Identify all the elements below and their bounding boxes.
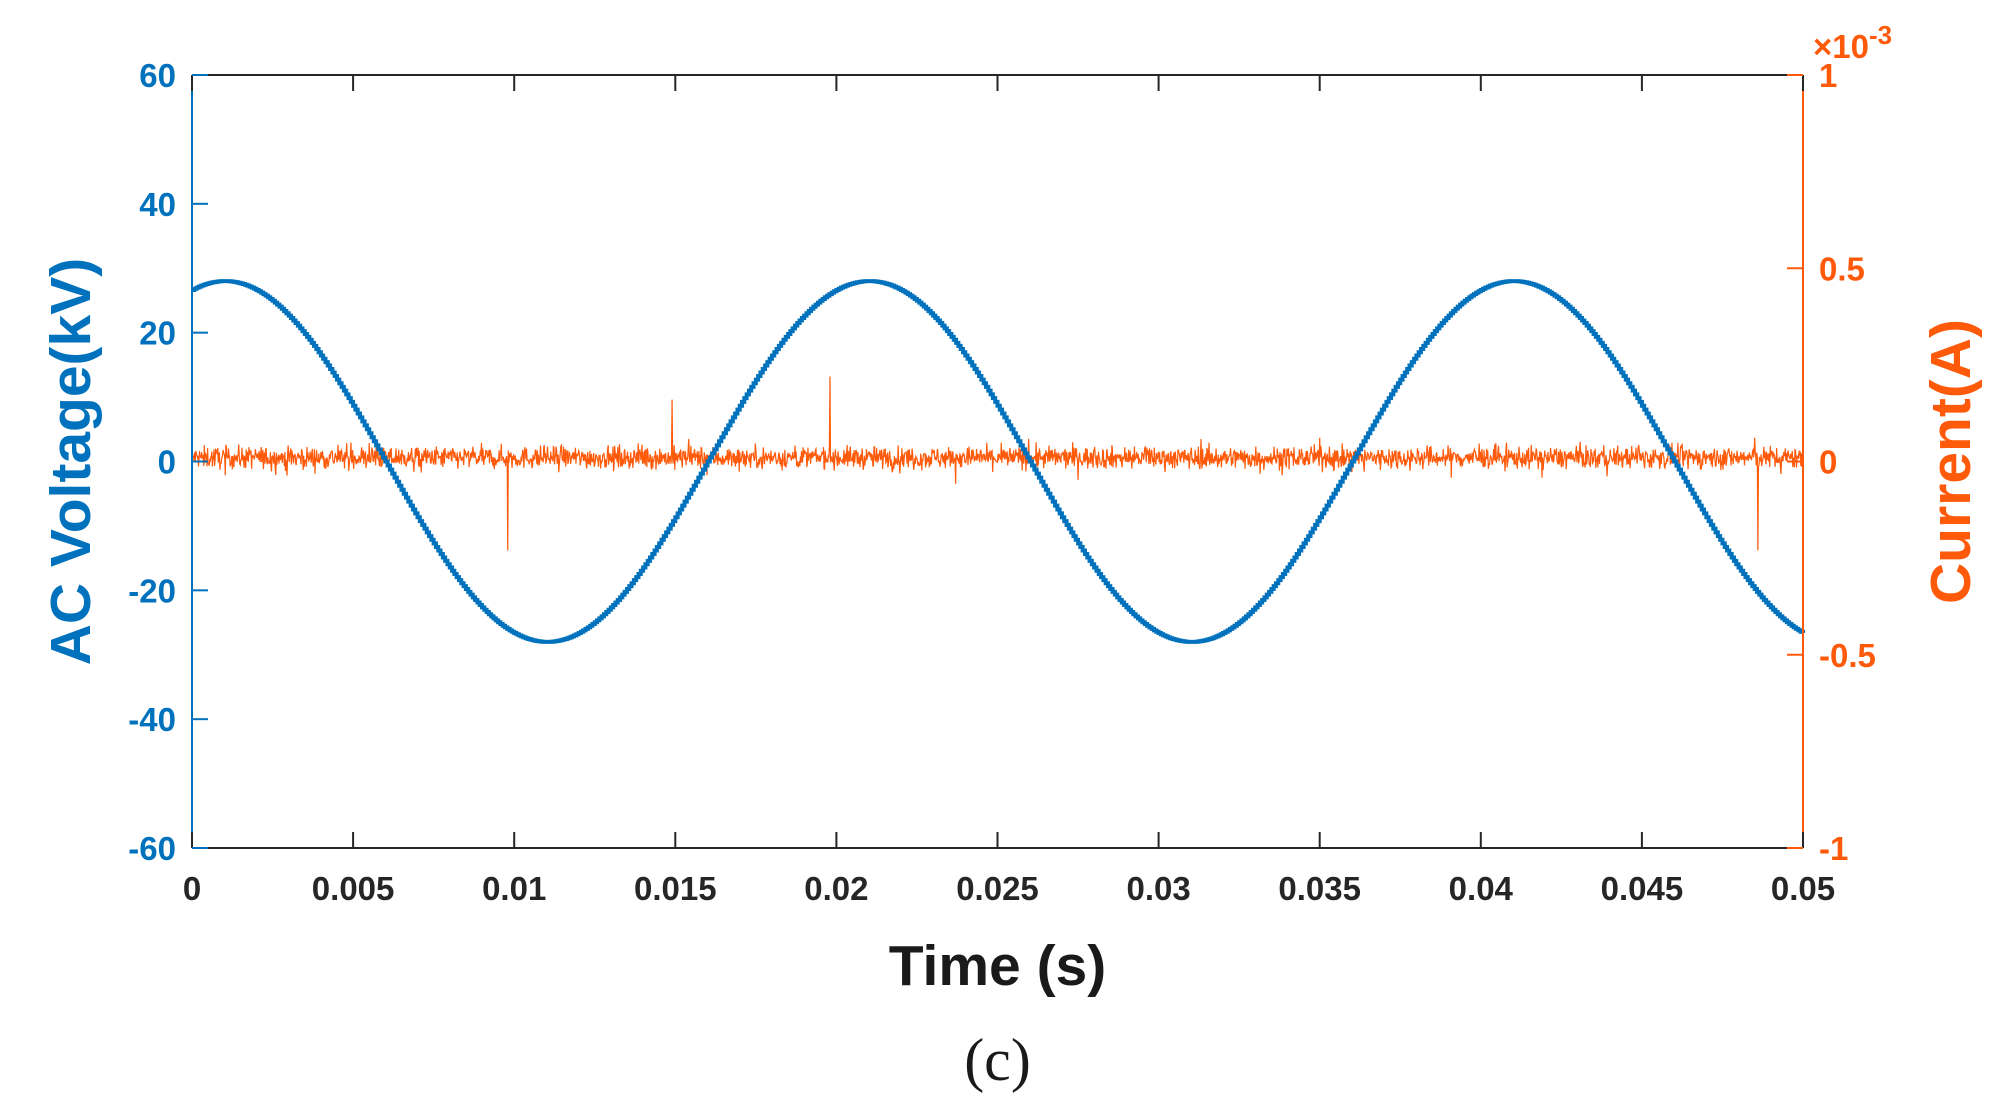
left-y-tick-label: 20 — [139, 315, 176, 352]
x-tick-label: 0.04 — [1449, 870, 1514, 907]
x-axis-title: Time (s) — [889, 934, 1107, 998]
x-tick-label: 0.005 — [312, 870, 395, 907]
x-tick-label: 0.05 — [1771, 870, 1835, 907]
right-y-tick-label: -1 — [1819, 830, 1848, 867]
panel-label: (c) — [964, 1027, 1031, 1093]
x-tick-label: 0.015 — [634, 870, 717, 907]
x-tick-label: 0.045 — [1601, 870, 1684, 907]
x-tick-label: 0.03 — [1126, 870, 1190, 907]
left-y-tick-label: 0 — [158, 444, 176, 481]
right-y-exponent-label: ×10-3 — [1813, 20, 1892, 65]
right-y-tick-label: 0 — [1819, 444, 1837, 481]
left-y-axis-title: AC Voltage(kV) — [39, 258, 103, 666]
left-y-tick-label: 60 — [139, 57, 176, 94]
left-y-tick-label: -60 — [128, 830, 176, 867]
labels-layer: 0 0.005 0.01 0.015 0.02 0.025 0.03 0.035 0.04 0.0… — [39, 20, 1983, 1093]
left-y-tick-label: -20 — [128, 572, 176, 609]
right-y-tick-label: 0.5 — [1819, 250, 1865, 287]
current-series-line — [191, 376, 1804, 551]
x-tick-label: 0 — [183, 870, 201, 907]
voltage-series-line — [192, 279, 1805, 644]
x-tick-label: 0.025 — [956, 870, 1039, 907]
x-tick-label: 0.01 — [482, 870, 546, 907]
x-tick-label: 0.02 — [804, 870, 868, 907]
right-y-tick-label: 1 — [1819, 57, 1837, 94]
exponent-power: -3 — [1869, 20, 1892, 50]
exponent-base: ×10 — [1813, 28, 1869, 65]
axes-layer — [191, 74, 1804, 849]
series-layer — [191, 279, 1805, 644]
left-y-tick-label: -40 — [128, 701, 176, 738]
left-y-tick-label: 40 — [139, 186, 176, 223]
right-y-axis-title: Current(A) — [1919, 319, 1983, 604]
right-y-tick-label: -0.5 — [1819, 637, 1876, 674]
x-tick-label: 0.035 — [1278, 870, 1361, 907]
